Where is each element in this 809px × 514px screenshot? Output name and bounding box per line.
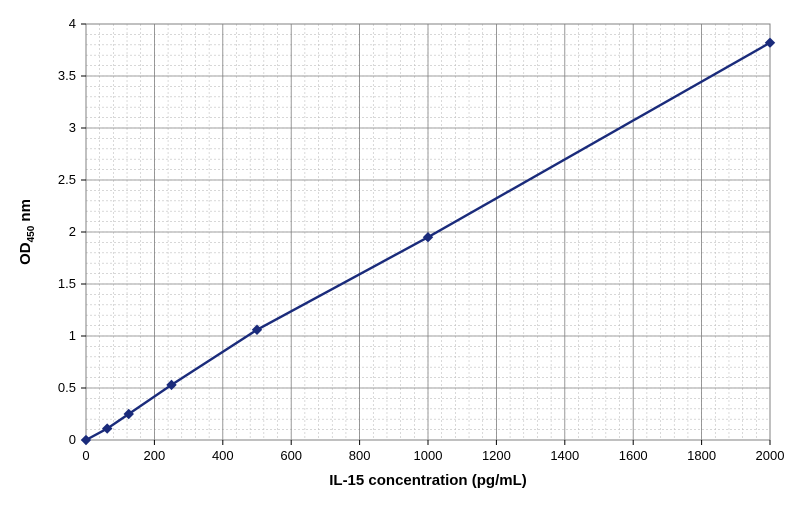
chart-svg: 0 200 400 600 800 1000 1200 1400 1600 1800 2000 0 0.… [0, 0, 809, 514]
y-tick-label: 1 [69, 328, 76, 343]
x-tick-label: 1800 [687, 448, 716, 463]
y-tick-label: 2 [69, 224, 76, 239]
x-tick-label: 400 [212, 448, 234, 463]
y-tick-label: 0.5 [58, 380, 76, 395]
y-tick-label: 0 [69, 432, 76, 447]
x-tick-label: 600 [280, 448, 302, 463]
y-tick-label: 3.5 [58, 68, 76, 83]
x-tick-label: 1200 [482, 448, 511, 463]
y-tick-label: 1.5 [58, 276, 76, 291]
x-tick-label: 0 [82, 448, 89, 463]
x-axis-label: IL-15 concentration (pg/mL) [329, 472, 527, 489]
x-tick-label: 200 [144, 448, 166, 463]
y-tick-label: 3 [69, 120, 76, 135]
x-tick-label: 1400 [550, 448, 579, 463]
x-tick-label: 2000 [756, 448, 785, 463]
x-tick-label: 1000 [414, 448, 443, 463]
y-tick-label: 2.5 [58, 172, 76, 187]
standard-curve-chart: 0 200 400 600 800 1000 1200 1400 1600 1800 2000 0 0.… [0, 0, 809, 514]
y-tick-label: 4 [69, 16, 76, 31]
x-tick-label: 800 [349, 448, 371, 463]
x-tick-label: 1600 [619, 448, 648, 463]
